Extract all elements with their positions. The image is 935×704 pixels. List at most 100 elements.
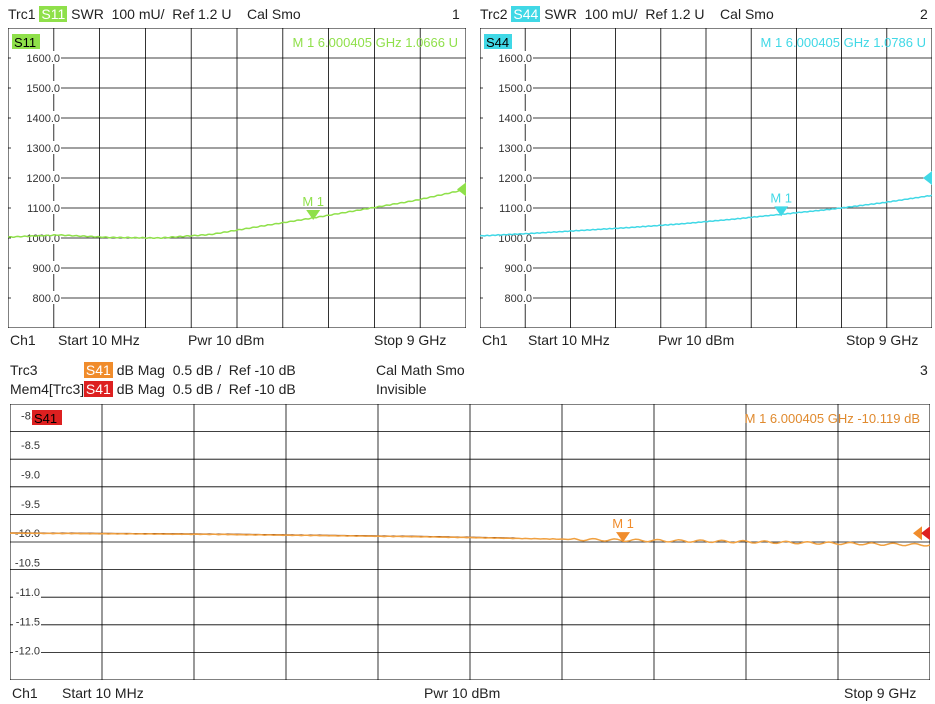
memory-trace-name[interactable]: Mem4[Trc3] — [10, 381, 85, 397]
ref-level-arrow — [457, 182, 466, 197]
y-tick-label: 1600.0 — [26, 53, 60, 65]
channel2-power[interactable]: Pwr 10 dBm — [658, 332, 735, 348]
y-tick-label: -9.0 — [21, 469, 40, 481]
trace1-param-badge[interactable]: S11 — [39, 6, 68, 22]
diagram2[interactable]: 1600.0 1500.0 1400.0 1300.0 1200.0 1100.0 1000… — [480, 28, 932, 328]
trace3-scale[interactable]: 0.5 dB / — [172, 362, 221, 378]
marker2-triangle[interactable] — [774, 206, 789, 217]
y-tick-bg — [13, 496, 41, 510]
trace2-ref[interactable]: Ref 1.2 U — [645, 6, 705, 22]
memory-scale[interactable]: 0.5 dB / — [172, 381, 221, 397]
trace3-param-badge[interactable]: S41 — [83, 362, 113, 378]
y-tick-bg — [483, 261, 533, 274]
trace2-format[interactable]: SWR — [544, 6, 577, 22]
diagram2-param-tag-label: S44 — [486, 35, 509, 50]
window3-number: 3 — [920, 362, 928, 378]
y-tick-label: 900.0 — [32, 263, 60, 275]
y-tick-label: -9.5 — [21, 499, 40, 511]
y-tick-label: 1200.0 — [26, 173, 60, 185]
y-tick-label: -8.5 — [21, 440, 40, 452]
diagram3-grid — [10, 404, 930, 680]
y-tick-bg — [11, 201, 61, 214]
y-tick-bg — [11, 261, 61, 274]
marker2-readout: M 1 6.000405 GHz 1.0786 U — [761, 35, 927, 50]
channel2-start[interactable]: Start 10 MHz — [528, 332, 610, 348]
marker1-label: M 1 — [302, 194, 324, 209]
marker3-label: M 1 — [612, 516, 634, 531]
y-tick-bg — [483, 171, 533, 184]
trace3-line — [10, 532, 930, 547]
marker2-label: M 1 — [770, 190, 792, 205]
trace3-header: Trc3 S41 dB Mag 0.5 dB / Ref -10 dB — [10, 362, 296, 378]
marker3-readout: M 1 6.000405 GHz -10.119 dB — [745, 411, 920, 426]
diagram1-grid — [8, 28, 466, 328]
diagram1[interactable]: 1600.01500.01400.01300.01200.01100.01000… — [8, 28, 466, 328]
diagram1-y-ticks: 1600.01500.01400.01300.01200.01100.01000… — [11, 51, 61, 305]
y-tick-label: 1000.0 — [498, 233, 532, 245]
diagram3-param-tag — [32, 410, 62, 425]
channel3-stop[interactable]: Stop 9 GHz — [844, 685, 917, 701]
y-tick-label: -12.0 — [15, 646, 40, 658]
trace3-ref[interactable]: Ref -10 dB — [228, 362, 296, 378]
memory-format[interactable]: dB Mag — [116, 381, 165, 397]
y-tick-bg — [483, 111, 533, 124]
y-tick-label: -11.0 — [16, 587, 40, 599]
y-tick-bg — [11, 291, 61, 304]
channel3-power[interactable]: Pwr 10 dBm — [424, 685, 501, 701]
diagram3[interactable]: -8.0-8.5-9.0-9.5-10.0-10.5-11.0-11.5-12.… — [10, 404, 930, 680]
trace2-flags: Cal Smo — [720, 6, 774, 22]
trace1-line — [8, 188, 466, 240]
diagram3-param-tag-label: S41 — [34, 411, 57, 426]
trace2-header: Trc2 S44 SWR 100 mU/ Ref 1.2 U Cal Smo — [480, 6, 774, 22]
y-tick-label: 900.0 — [504, 263, 532, 275]
y-tick-bg — [11, 81, 61, 94]
memory-flags: Invisible — [376, 381, 427, 397]
channel3-label: Ch1 — [12, 685, 38, 701]
memory-param-badge[interactable]: S41 — [83, 381, 113, 397]
diagram1-param-tag-label: S11 — [14, 35, 36, 50]
trace1-flags: Cal Smo — [247, 6, 301, 22]
y-tick-bg — [483, 291, 533, 304]
trace1-name[interactable]: Trc1 — [8, 6, 36, 22]
y-tick-bg — [483, 201, 533, 214]
trace1-ref[interactable]: Ref 1.2 U — [172, 6, 232, 22]
y-tick-label: 1400.0 — [498, 113, 532, 125]
trace3-flags: Cal Math Smo — [376, 362, 465, 378]
channel3-start[interactable]: Start 10 MHz — [62, 685, 144, 701]
trace1-format[interactable]: SWR — [71, 6, 104, 22]
trace2-name[interactable]: Trc2 — [480, 6, 508, 22]
y-tick-label: 1300.0 — [498, 143, 532, 155]
y-tick-bg — [13, 467, 41, 481]
diagram1-param-tag — [12, 34, 40, 49]
memory-trace-header: Mem4[Trc3] S41 dB Mag 0.5 dB / Ref -10 d… — [10, 381, 296, 397]
memory-ref[interactable]: Ref -10 dB — [228, 381, 296, 397]
channel1-start[interactable]: Start 10 MHz — [58, 332, 140, 348]
channel2-stop[interactable]: Stop 9 GHz — [846, 332, 919, 348]
diagram2-y-ticks: 1600.0 1500.0 1400.0 1300.0 1200.0 1100.0 1000… — [483, 51, 533, 305]
channel1-label: Ch1 — [10, 332, 36, 348]
channel2-label: Ch1 — [482, 332, 508, 348]
marker1-readout: M 1 6.000405 GHz 1.0666 U — [293, 35, 459, 50]
trace2-param-badge[interactable]: S44 — [511, 6, 541, 22]
trace1-scale[interactable]: 100 mU/ — [111, 6, 165, 22]
marker1-triangle[interactable] — [306, 210, 321, 221]
diagram2-param-tag — [484, 34, 512, 49]
channel1-stop[interactable]: Stop 9 GHz — [374, 332, 447, 348]
y-tick-bg — [11, 51, 61, 64]
y-tick-bg — [13, 438, 41, 452]
trace2-line — [480, 194, 932, 237]
y-tick-bg — [483, 51, 533, 64]
y-tick-label: -10.5 — [15, 558, 40, 570]
trace3-format[interactable]: dB Mag — [116, 362, 165, 378]
marker3-triangle[interactable] — [616, 532, 631, 543]
trace3-name[interactable]: Trc3 — [10, 362, 38, 378]
channel1-power[interactable]: Pwr 10 dBm — [188, 332, 265, 348]
trace1-header: Trc1 S11 SWR 100 mU/ Ref 1.2 U Cal Smo — [8, 6, 301, 22]
y-tick-label: 1500.0 — [498, 83, 532, 95]
y-tick-label: 800.0 — [504, 293, 532, 305]
y-tick-bg — [13, 614, 41, 628]
y-tick-bg — [483, 81, 533, 94]
window1-number: 1 — [452, 6, 460, 22]
trace2-scale[interactable]: 100 mU/ — [584, 6, 638, 22]
y-tick-bg — [11, 231, 61, 244]
